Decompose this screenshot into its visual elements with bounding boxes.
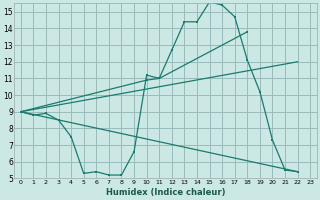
X-axis label: Humidex (Indice chaleur): Humidex (Indice chaleur) — [106, 188, 225, 197]
